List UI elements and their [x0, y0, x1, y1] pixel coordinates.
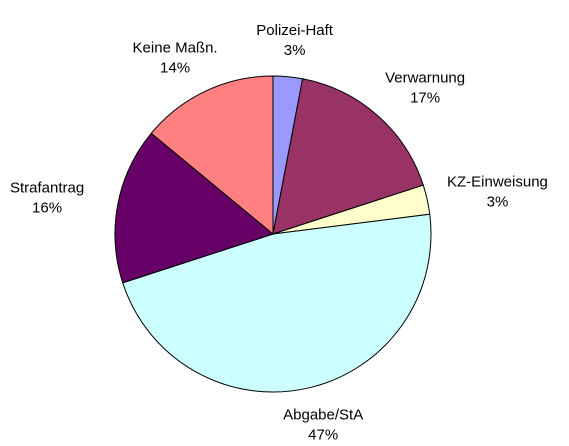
slice-label: Keine Maßn.: [133, 40, 218, 57]
slice-label: Strafantrag: [10, 179, 84, 196]
slice-label: Abgabe/StA: [283, 406, 363, 423]
pie-slice: [150, 75, 274, 236]
slice-value-label: 3%: [284, 42, 306, 59]
slice-value-label: 17%: [410, 90, 440, 107]
slice-value-label: 3%: [487, 193, 509, 210]
slice-label: Polizei-Haft: [256, 22, 334, 39]
slice-label: Verwarnung: [385, 70, 465, 87]
pie-slice: [114, 132, 275, 284]
pie-slice: [272, 78, 424, 235]
pie-slice: [122, 213, 432, 393]
slice-value-label: 47%: [308, 426, 338, 441]
slice-value-label: 14%: [160, 60, 190, 77]
slice-value-label: 16%: [32, 199, 62, 216]
slice-label: KZ-Einweisung: [447, 173, 548, 190]
